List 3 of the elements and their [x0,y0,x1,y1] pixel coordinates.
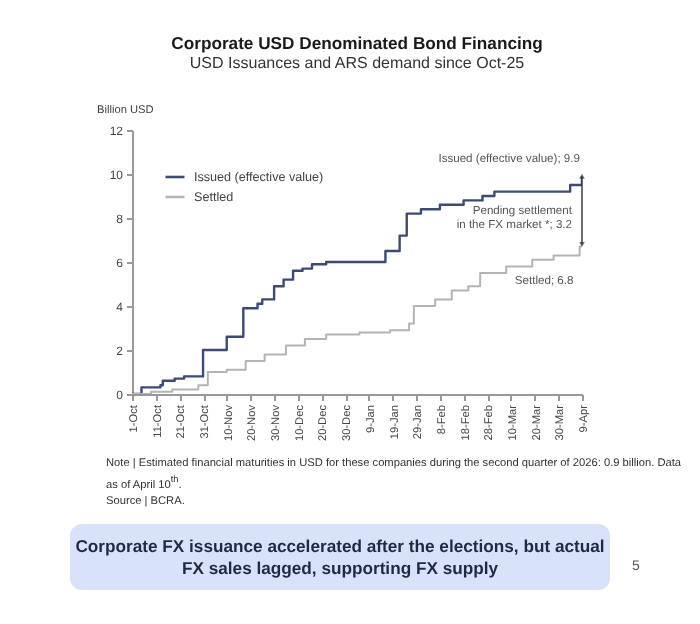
text: Corporate FX issuance accelerated after the elections, but actual FX sales lagged, supporting FX supply [70,524,610,590]
chart-title: Corporate USD Denominated Bond Financing [171,32,543,53]
chart-subtitle: USD Issuances and ARS demand since Oct-25 [189,54,526,72]
